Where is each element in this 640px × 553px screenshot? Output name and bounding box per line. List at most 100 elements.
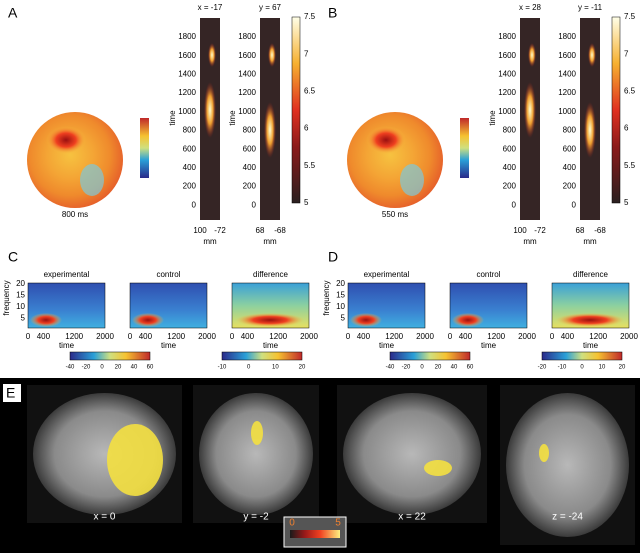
scalp-map xyxy=(347,112,443,208)
slice-blob xyxy=(528,43,536,67)
tf-colorbar-tick: -40 xyxy=(66,365,75,371)
slice-y-tick: 1200 xyxy=(558,88,576,97)
slice-y-tick: 200 xyxy=(183,182,197,191)
colorbar-tick: 7 xyxy=(304,49,309,58)
slice-title: y = -11 xyxy=(578,3,603,12)
tf-x-tick: 0 xyxy=(128,332,133,341)
slice-y-tick: 0 xyxy=(192,200,197,209)
tf-x-label: time xyxy=(161,341,177,350)
tf-colorbar-tick: -10 xyxy=(558,365,567,371)
e-colorbar-tick: 0 xyxy=(289,518,295,529)
slice-blob xyxy=(264,102,276,158)
brain xyxy=(506,393,629,537)
scalp-caption: 550 ms xyxy=(382,210,408,219)
colorbar-tick: 6 xyxy=(304,124,309,133)
brain xyxy=(343,393,481,515)
tf-blob xyxy=(236,313,304,327)
tf-x-label: time xyxy=(59,341,75,350)
tf-colorbar-tick: 0 xyxy=(100,365,104,371)
tf-x-tick: 400 xyxy=(139,332,153,341)
tf-colorbar-tick: 40 xyxy=(451,365,458,371)
slice-x-tick: 100 xyxy=(513,226,527,235)
colorbar-tick: 5 xyxy=(304,198,309,207)
slice-y-tick: 600 xyxy=(503,144,517,153)
colorbar-tick: 7.5 xyxy=(624,12,636,21)
slice-blob xyxy=(268,43,276,67)
colorbar-tick: 5.5 xyxy=(304,161,316,170)
tf-x-label: time xyxy=(481,341,497,350)
tf-colorbar-tick: -20 xyxy=(538,365,547,371)
activation xyxy=(539,444,549,462)
panel-label: C xyxy=(8,249,18,265)
tf-colorbar-tick: -20 xyxy=(402,365,411,371)
tf-colorbar-tick: 20 xyxy=(619,365,626,371)
scalp-blob xyxy=(400,164,424,196)
tf-blob xyxy=(132,313,164,327)
tf-colorbar-tick: 20 xyxy=(435,365,442,371)
slice-y-tick: 1000 xyxy=(238,107,256,116)
tf-x-tick: 1200 xyxy=(589,332,607,341)
slice-y-tick: 1800 xyxy=(558,32,576,41)
slice-x-tick: -68 xyxy=(274,226,286,235)
tf-y-tick: 5 xyxy=(21,314,26,323)
slice-y-tick: 400 xyxy=(243,163,257,172)
tf-colorbar-tick: -10 xyxy=(218,365,227,371)
slice-x-label: mm xyxy=(583,237,597,246)
colorbar-tick: 6 xyxy=(624,124,629,133)
e-colorbar-tick: 5 xyxy=(335,518,341,529)
activation xyxy=(424,460,452,476)
tf-x-tick: 400 xyxy=(241,332,255,341)
slice-y-tick: 600 xyxy=(243,144,257,153)
colorbar-tick: 7 xyxy=(624,49,629,58)
scalp-colorbar xyxy=(140,118,149,178)
slice-y-tick: 0 xyxy=(572,200,577,209)
tf-colorbar-tick: 20 xyxy=(115,365,122,371)
tf-y-tick: 10 xyxy=(16,302,25,311)
slice-y-tick: 0 xyxy=(512,200,517,209)
tf-colorbar-tick: 0 xyxy=(247,365,251,371)
colorbar-tick: 5 xyxy=(624,198,629,207)
tf-map xyxy=(449,282,528,329)
slice-title: x = 28 xyxy=(519,3,542,12)
tf-colorbar-tick: 20 xyxy=(299,365,306,371)
tf-colorbar-tick: -20 xyxy=(82,365,91,371)
tf-y-tick: 10 xyxy=(336,302,345,311)
tf-title: control xyxy=(476,270,500,279)
slice-y-tick: 400 xyxy=(503,163,517,172)
slice-y-label: time xyxy=(488,110,497,126)
colorbar-tick: 6.5 xyxy=(304,87,316,96)
slice-blob xyxy=(208,43,216,67)
scalp-blob xyxy=(80,164,104,196)
slice-y-tick: 800 xyxy=(563,126,577,135)
slice-y-tick: 200 xyxy=(243,182,257,191)
slice-y-tick: 1800 xyxy=(238,32,256,41)
panel-label-box xyxy=(3,384,21,402)
tf-colorbar-tick: -40 xyxy=(386,365,395,371)
tf-blob xyxy=(556,313,624,327)
slice-y-tick: 1000 xyxy=(178,107,196,116)
scalp-map xyxy=(27,112,123,208)
tf-title: control xyxy=(156,270,180,279)
slice-y-tick: 1600 xyxy=(178,51,196,60)
slice-label: y = -2 xyxy=(243,512,269,523)
tf-y-tick: 20 xyxy=(336,279,345,288)
slice-y-tick: 600 xyxy=(183,144,197,153)
slice-x-label: mm xyxy=(523,237,537,246)
activation xyxy=(107,424,163,496)
tf-blob xyxy=(350,313,382,327)
tf-x-tick: 400 xyxy=(561,332,575,341)
tf-x-tick: 1200 xyxy=(269,332,287,341)
slice-x-label: mm xyxy=(203,237,217,246)
slice-y-tick: 400 xyxy=(183,163,197,172)
slice-y-tick: 1800 xyxy=(178,32,196,41)
tf-title: difference xyxy=(253,270,289,279)
scalp-blob xyxy=(46,126,86,154)
slice-y-tick: 600 xyxy=(563,144,577,153)
tf-x-tick: 400 xyxy=(357,332,371,341)
slice-blob xyxy=(204,82,216,138)
slice-label: x = 0 xyxy=(94,512,116,523)
slice-y-tick: 1000 xyxy=(498,107,516,116)
tf-x-tick: 2000 xyxy=(300,332,318,341)
slice-x-tick: -72 xyxy=(534,226,546,235)
